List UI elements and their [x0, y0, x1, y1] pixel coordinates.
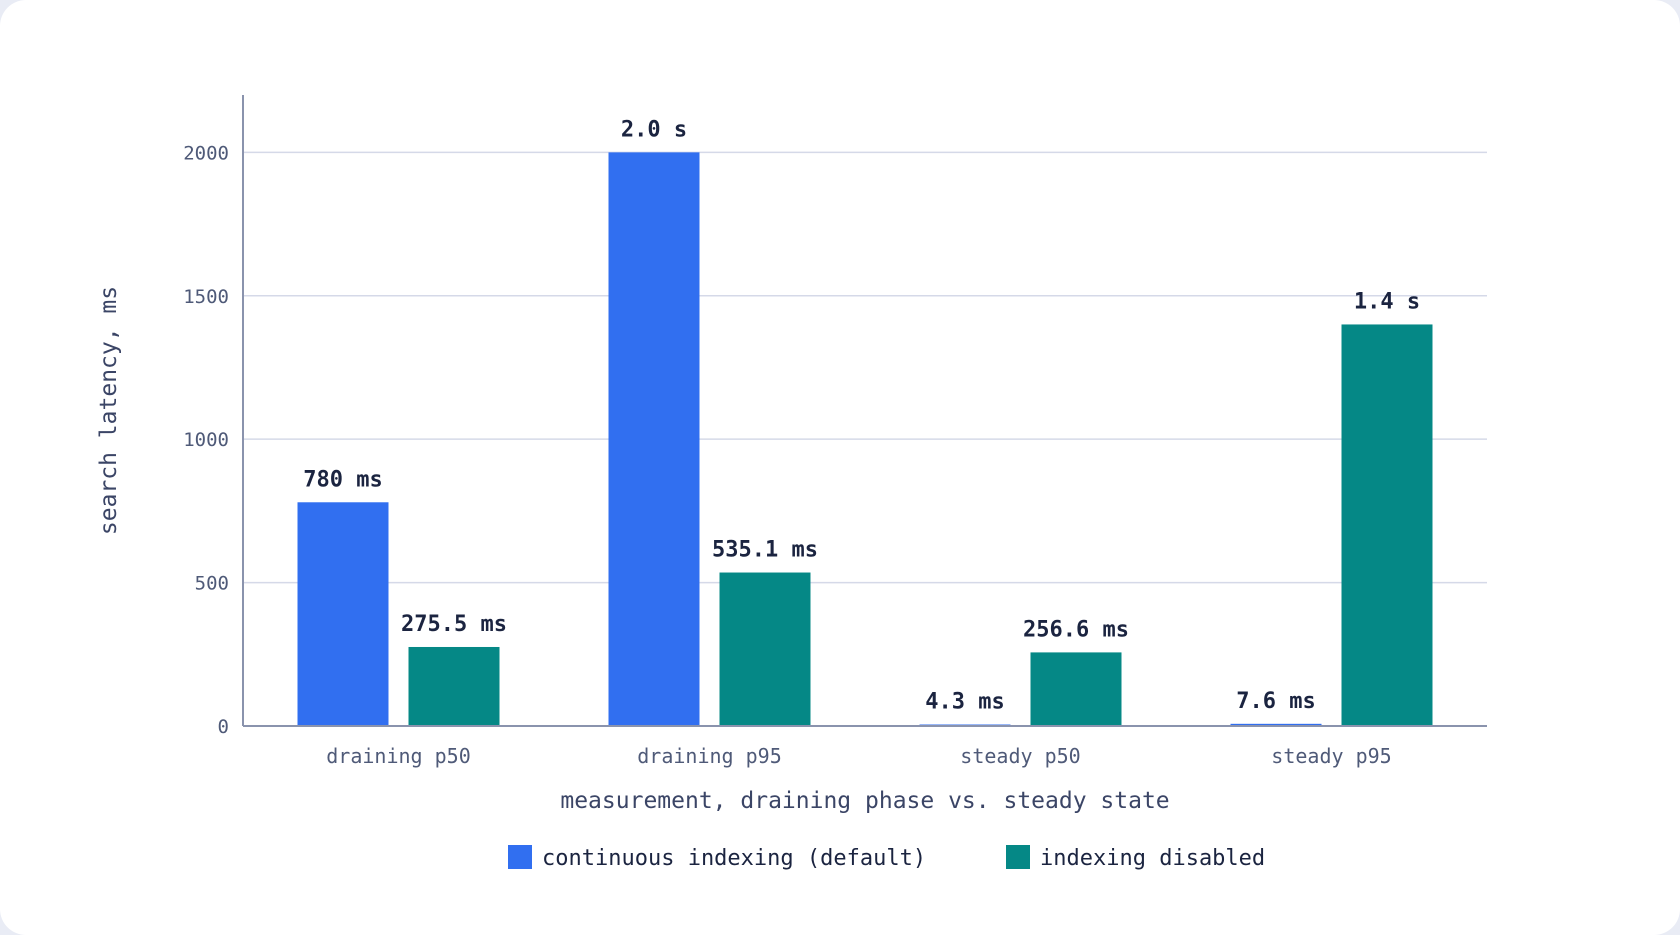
x-tick-labels: draining p50 draining p95 steady p50 steady… [326, 744, 1391, 768]
bar-disabled-0 [408, 646, 500, 726]
bar-disabled-2 [1030, 652, 1122, 726]
bar-disabled-3 [1341, 324, 1433, 726]
y-tick-labels: 0 500 1000 1500 2000 [183, 142, 229, 738]
bar-continuous-0 [297, 502, 389, 726]
y-tick-label: 1000 [183, 429, 229, 451]
legend-label: continuous indexing (default) [542, 846, 926, 871]
bar-data-label: 7.6 ms [1236, 689, 1315, 714]
bar-data-label: 1.4 s [1354, 289, 1420, 314]
bar-data-label: 780 ms [303, 467, 382, 492]
x-tick-label: steady p50 [960, 744, 1080, 768]
y-tick-label: 0 [218, 716, 229, 738]
x-tick-label: steady p95 [1271, 744, 1391, 768]
legend-label: indexing disabled [1040, 846, 1265, 871]
x-tick-label: draining p95 [637, 744, 782, 768]
legend-swatch [1006, 845, 1030, 869]
legend-swatch [508, 845, 532, 869]
bar-continuous-3 [1230, 723, 1322, 726]
bar-data-label: 256.6 ms [1023, 617, 1129, 642]
y-tick-label: 1500 [183, 286, 229, 308]
bar-disabled-1 [719, 572, 811, 726]
x-axis-title: measurement, draining phase vs. steady s… [560, 788, 1169, 814]
gridlines [243, 151, 1487, 584]
bar-data-labels: 780 ms 275.5 ms 2.0 s 535.1 ms 4.3 ms 256.6 m… [303, 117, 1420, 714]
bar-data-label: 2.0 s [621, 117, 687, 142]
y-tick-label: 500 [195, 573, 229, 595]
bar-data-label: 4.3 ms [925, 690, 1004, 715]
x-tick-label: draining p50 [326, 744, 471, 768]
legend: continuous indexing (default) indexing di… [508, 845, 1265, 871]
y-axis-title: search latency, ms [96, 286, 122, 535]
bars [297, 152, 1433, 726]
bar-data-label: 275.5 ms [401, 612, 507, 637]
bar-data-label: 535.1 ms [712, 538, 818, 563]
y-tick-label: 2000 [183, 142, 229, 164]
bar-continuous-1 [608, 152, 700, 726]
